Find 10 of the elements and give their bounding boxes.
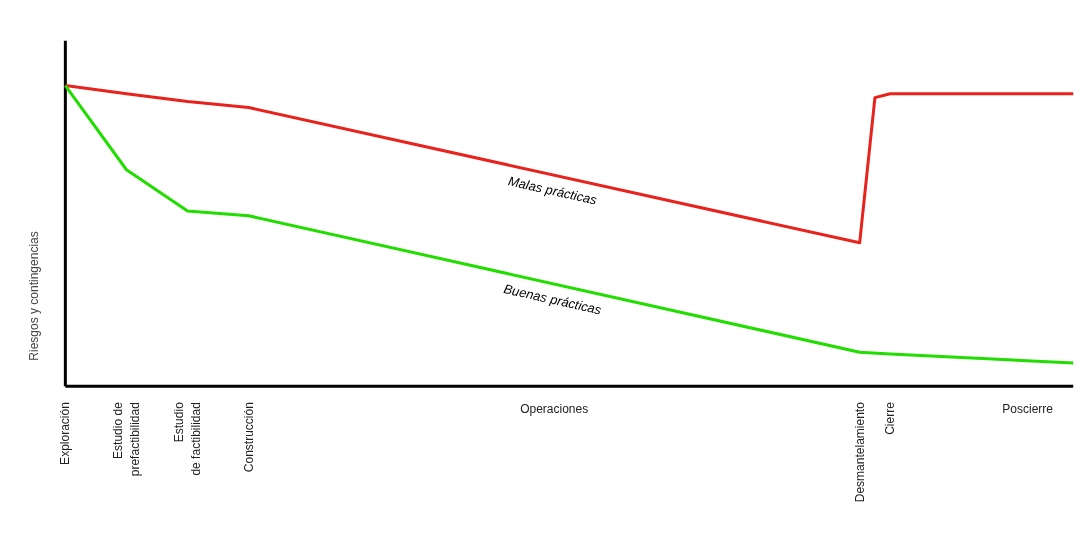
x-tick-label: Estudio de prefactibilidad — [111, 401, 142, 477]
x-tick-label: Cierre — [883, 401, 898, 435]
x-tick-label: Desmantelamiento — [852, 401, 867, 503]
text: Buenas prácticas — [502, 281, 604, 318]
y-axis-title: Riesgos y contingencias — [26, 231, 41, 361]
x-tick-label: Exploración — [58, 402, 73, 465]
x-tick-label: Construcción — [241, 402, 256, 473]
x-tick-label: Operaciones — [520, 402, 589, 417]
x-tick-label: Poscierre — [1002, 402, 1054, 417]
text: Malas prácticas — [506, 173, 599, 208]
